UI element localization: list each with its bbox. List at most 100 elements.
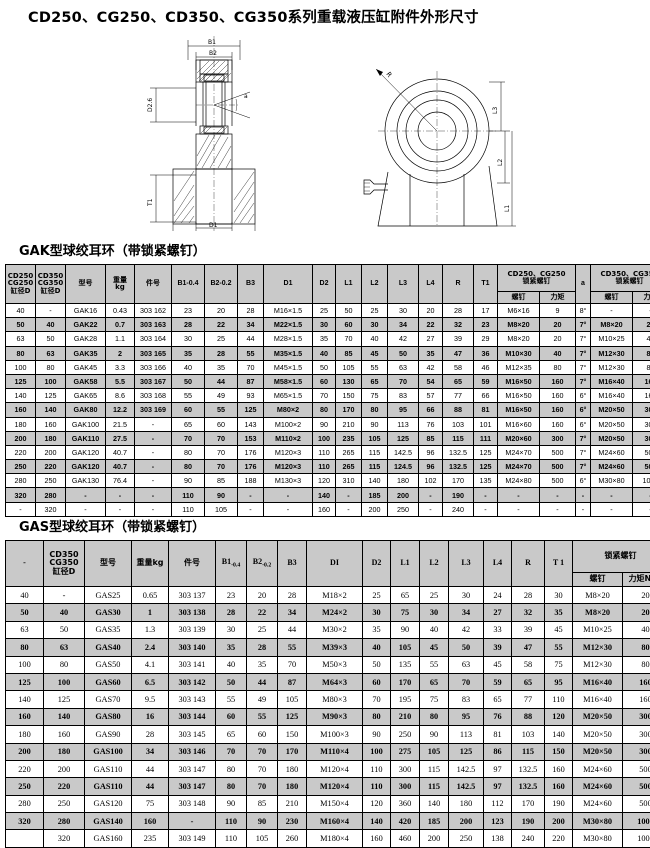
gak-cell: 100 — [6, 360, 36, 374]
svg-text:D1: D1 — [209, 222, 218, 229]
gak-cell: 88 — [443, 403, 474, 417]
gak-cell: - — [576, 502, 591, 516]
gas-cell: 83 — [449, 691, 484, 708]
gas-cell: M24×60 — [573, 760, 623, 777]
th-gas-b2: B2-0.2 — [247, 541, 278, 587]
gak-cell: 90 — [362, 417, 388, 431]
gak-cell: 75 — [362, 389, 388, 403]
th-gas-l2: L2 — [420, 541, 449, 587]
svg-text:L1: L1 — [504, 205, 511, 212]
gas-cell: M80×3 — [307, 691, 363, 708]
gas-cell: 44 — [247, 673, 278, 690]
gak-cell: 220 — [6, 445, 36, 459]
gak-cell: 300 — [633, 431, 650, 445]
gas-cell: 44 — [132, 778, 169, 795]
gas-cell: GAS50 — [85, 656, 132, 673]
gak-cell: 115 — [362, 445, 388, 459]
gak-cell: 22 — [419, 318, 443, 332]
gas-cell: 35 — [545, 604, 573, 621]
gas-cell: 210 — [278, 795, 307, 812]
gas-cell: 105 — [420, 743, 449, 760]
th-gas-b1: B1-0.4 — [216, 541, 247, 587]
gak-cell: 30 — [172, 332, 205, 346]
gas-cell: 80 — [420, 708, 449, 725]
gak-cell: - — [336, 502, 362, 516]
gas-cell: GAS100 — [85, 743, 132, 760]
gas-cell: 49 — [247, 691, 278, 708]
gak-cell: 124.5 — [388, 460, 419, 474]
gak-cell: 35 — [172, 346, 205, 360]
gas-cell: 300 — [391, 778, 420, 795]
gak-cell: 40.7 — [106, 445, 135, 459]
gak-cell: 65 — [443, 374, 474, 388]
gak-cell: 80 — [633, 346, 650, 360]
gas-cell: 90 — [391, 621, 420, 638]
gas-cell: - — [44, 587, 85, 604]
th-gak-alpha-1: a — [576, 265, 591, 304]
gas-cell: 55 — [545, 639, 573, 656]
gas-cell: 320 — [44, 830, 85, 847]
gas-cell: 125 — [44, 691, 85, 708]
gak-cell: 20 — [633, 318, 650, 332]
gas-cell: M24×60 — [573, 778, 623, 795]
gak-cell: M35×1.5 — [264, 346, 313, 360]
gak-cell: 303 167 — [135, 374, 172, 388]
gak-cell: 185 — [362, 488, 388, 502]
gak-cell: 44 — [205, 374, 238, 388]
gak-cell: M28×1.5 — [264, 332, 313, 346]
gas-cell: 28 — [512, 587, 545, 604]
gak-cell: 80 — [36, 360, 66, 374]
gak-cell: 45 — [362, 346, 388, 360]
gas-cell: 200 — [44, 760, 85, 777]
gak-cell: 160 — [540, 403, 576, 417]
gas-cell: 35 — [363, 621, 391, 638]
th-gak-b1: B1-0.4 — [172, 265, 205, 304]
gak-cell: 23 — [474, 318, 498, 332]
th-gak-d2: D2 — [313, 265, 336, 304]
gas-cell: 200 — [6, 743, 44, 760]
svg-text:R: R — [384, 70, 393, 79]
gak-cell: M120×3 — [264, 460, 313, 474]
gas-cell: 123 — [484, 813, 512, 830]
gas-cell: 42 — [449, 621, 484, 638]
gak-cell: 36 — [474, 346, 498, 360]
gak-cell: 80 — [362, 403, 388, 417]
gak-cell: 17 — [474, 304, 498, 318]
th-gak-d1: D1 — [264, 265, 313, 304]
gas-cell: GAS90 — [85, 726, 132, 743]
gas-cell: 87 — [278, 673, 307, 690]
gas-cell: GAS160 — [85, 830, 132, 847]
gak-cell: 7° — [576, 431, 591, 445]
gas-cell: 23 — [216, 587, 247, 604]
gas-cell: 135 — [391, 656, 420, 673]
gak-cell: M130×3 — [264, 474, 313, 488]
th-gak-torque-1: 力矩 — [540, 292, 576, 304]
gas-cell: 420 — [391, 813, 420, 830]
gas-cell: 170 — [278, 743, 307, 760]
gak-cell: 250 — [36, 474, 66, 488]
gas-cell: 460 — [391, 830, 420, 847]
gak-cell: 20 — [540, 318, 576, 332]
gas-cell: 112 — [484, 795, 512, 812]
gak-cell: 105 — [336, 360, 362, 374]
gas-cell: M50×3 — [307, 656, 363, 673]
gak-cell: 110 — [172, 488, 205, 502]
gak-cell: 34 — [238, 318, 264, 332]
gak-cell: 83 — [388, 389, 419, 403]
gak-cell: 120 — [313, 474, 336, 488]
document-page: CD250、CG250、CD350、CG350系列重载液压缸附件外形尺寸 B1 … — [0, 0, 650, 812]
gas-cell: 300 — [391, 760, 420, 777]
gak-cell: 50 — [172, 374, 205, 388]
gas-cell: 160 — [363, 830, 391, 847]
gak-cell: M12×30 — [591, 360, 633, 374]
gak-cell: 35 — [205, 360, 238, 374]
gak-cell: M8×20 — [498, 318, 540, 332]
